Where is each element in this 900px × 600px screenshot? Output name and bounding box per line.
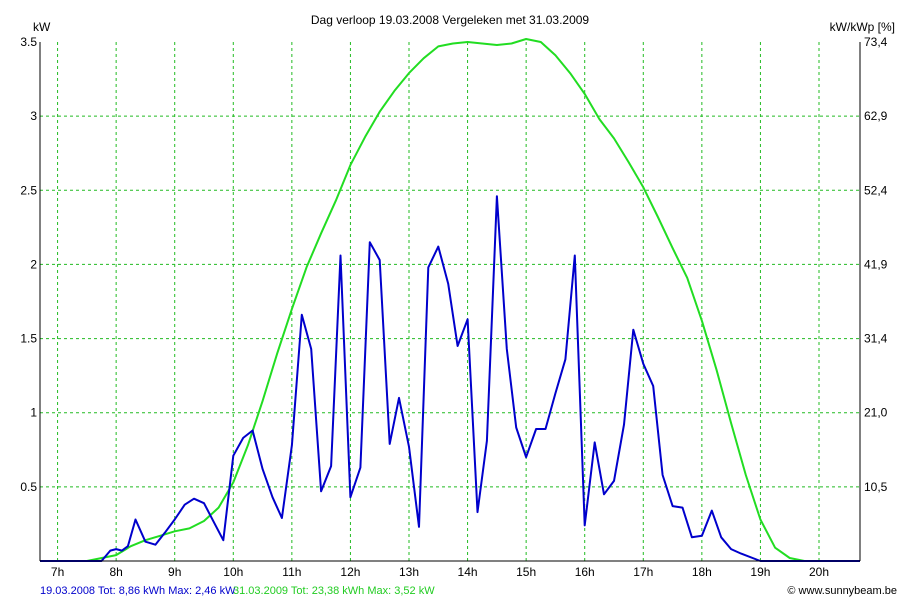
x-tick-label: 20h — [809, 565, 829, 579]
y2-tick-label: 41,9 — [864, 257, 888, 271]
x-tick-label: 17h — [633, 565, 653, 579]
y-tick-label: 3 — [30, 109, 37, 123]
series-line-2009 — [40, 38, 860, 562]
y2-tick-label: 21,0 — [864, 406, 888, 420]
series-line-2008 — [40, 195, 860, 562]
x-tick-label: 12h — [340, 565, 360, 579]
y2-tick-label: 62,9 — [864, 109, 888, 123]
x-tick-label: 11h — [282, 565, 301, 579]
y-tick-label: 2.5 — [20, 183, 37, 197]
x-tick-label: 19h — [750, 565, 770, 579]
x-tick-label: 8h — [109, 565, 122, 579]
legend-series-1: 19.03.2008 Tot: 8,86 kWh Max: 2,46 kW — [40, 585, 236, 597]
x-tick-label: 16h — [575, 565, 595, 579]
y2-tick-label: 31,4 — [864, 332, 888, 346]
y-tick-label: 2 — [30, 257, 37, 271]
y2-tick-label: 73,4 — [864, 35, 888, 49]
x-tick-label: 7h — [51, 565, 64, 579]
y2-tick-label: 10,5 — [864, 480, 888, 494]
y-axis-left-label: kW — [33, 20, 51, 34]
axes — [39, 42, 861, 562]
x-tick-label: 13h — [399, 565, 419, 579]
y-tick-label: 1 — [30, 406, 37, 420]
x-tick-label: 10h — [223, 565, 243, 579]
tick-labels: 0.5 10,5 1 21,0 1.5 31,4 2 41,9 2.5 52,4 3 62,9 3.5 7… — [20, 35, 887, 579]
legend-series-2: 31.03.2009 Tot: 23,38 kWh Max: 3,52 kW — [233, 585, 435, 597]
series-layer — [40, 38, 860, 562]
x-tick-label: 14h — [458, 565, 478, 579]
chart-title: Dag verloop 19.03.2008 Vergeleken met 31… — [311, 13, 590, 27]
copyright: © www.sunnybeam.be — [787, 585, 897, 597]
y-tick-label: 0.5 — [20, 480, 37, 494]
y-axis-right-label: kW/kWp [%] — [830, 20, 895, 34]
y-tick-label: 1.5 — [20, 332, 37, 346]
grid — [40, 42, 860, 561]
x-tick-label: 9h — [168, 565, 181, 579]
y2-tick-label: 52,4 — [864, 183, 888, 197]
x-tick-label: 18h — [692, 565, 712, 579]
y-tick-label: 3.5 — [20, 35, 37, 49]
x-tick-label: 15h — [516, 565, 536, 579]
